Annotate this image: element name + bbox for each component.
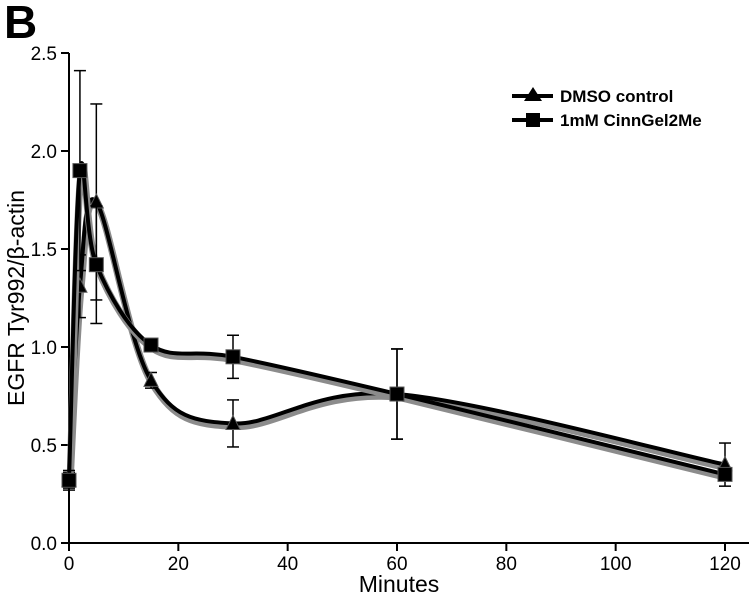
y-tick-label: 0.5 [31,436,57,457]
data-point-triangle [143,371,159,387]
y-tick-label: 2.0 [31,142,57,163]
x-ticks: 0 20 40 60 80 100 120 [64,543,741,575]
data-point-square [61,472,77,488]
x-tick-label: 120 [709,554,741,575]
data-point-square [717,466,733,482]
legend: DMSO control 1mM CinnGel2Me [512,87,702,130]
y-tick-label: 1.0 [31,338,57,359]
x-tick-label: 20 [168,554,189,575]
panel-letter: B [4,0,37,48]
y-tick-label: 2.5 [31,44,57,65]
data-point-square [88,257,104,273]
data-point-square [72,163,88,179]
data-point-square [143,337,159,353]
x-tick-label: 100 [600,554,632,575]
series-cinngel [61,69,733,491]
x-tick-label: 0 [64,554,75,575]
data-point-square [389,386,405,402]
square-marker-icon [526,113,540,127]
data-point-square [225,349,241,365]
legend-label-cinngel: 1mM CinnGel2Me [560,111,702,130]
legend-item-dmso: DMSO control [512,87,673,106]
x-tick-label: 80 [496,554,517,575]
y-tick-label: 0.0 [31,534,57,555]
y-axis-title: EGFR Tyr992/β-actin [3,190,29,406]
x-axis-title: Minutes [359,571,440,597]
plot-area [61,69,733,491]
triangle-marker-icon [524,87,542,101]
series-line-shadow [66,162,727,484]
data-point-triangle [225,414,241,430]
legend-label-dmso: DMSO control [560,87,673,106]
y-tick-label: 1.5 [31,240,57,261]
x-tick-label: 60 [386,554,407,575]
x-tick-label: 40 [277,554,298,575]
legend-item-cinngel: 1mM CinnGel2Me [512,111,702,130]
y-ticks: 0.0 0.5 1.0 1.5 2.0 2.5 [31,44,69,555]
